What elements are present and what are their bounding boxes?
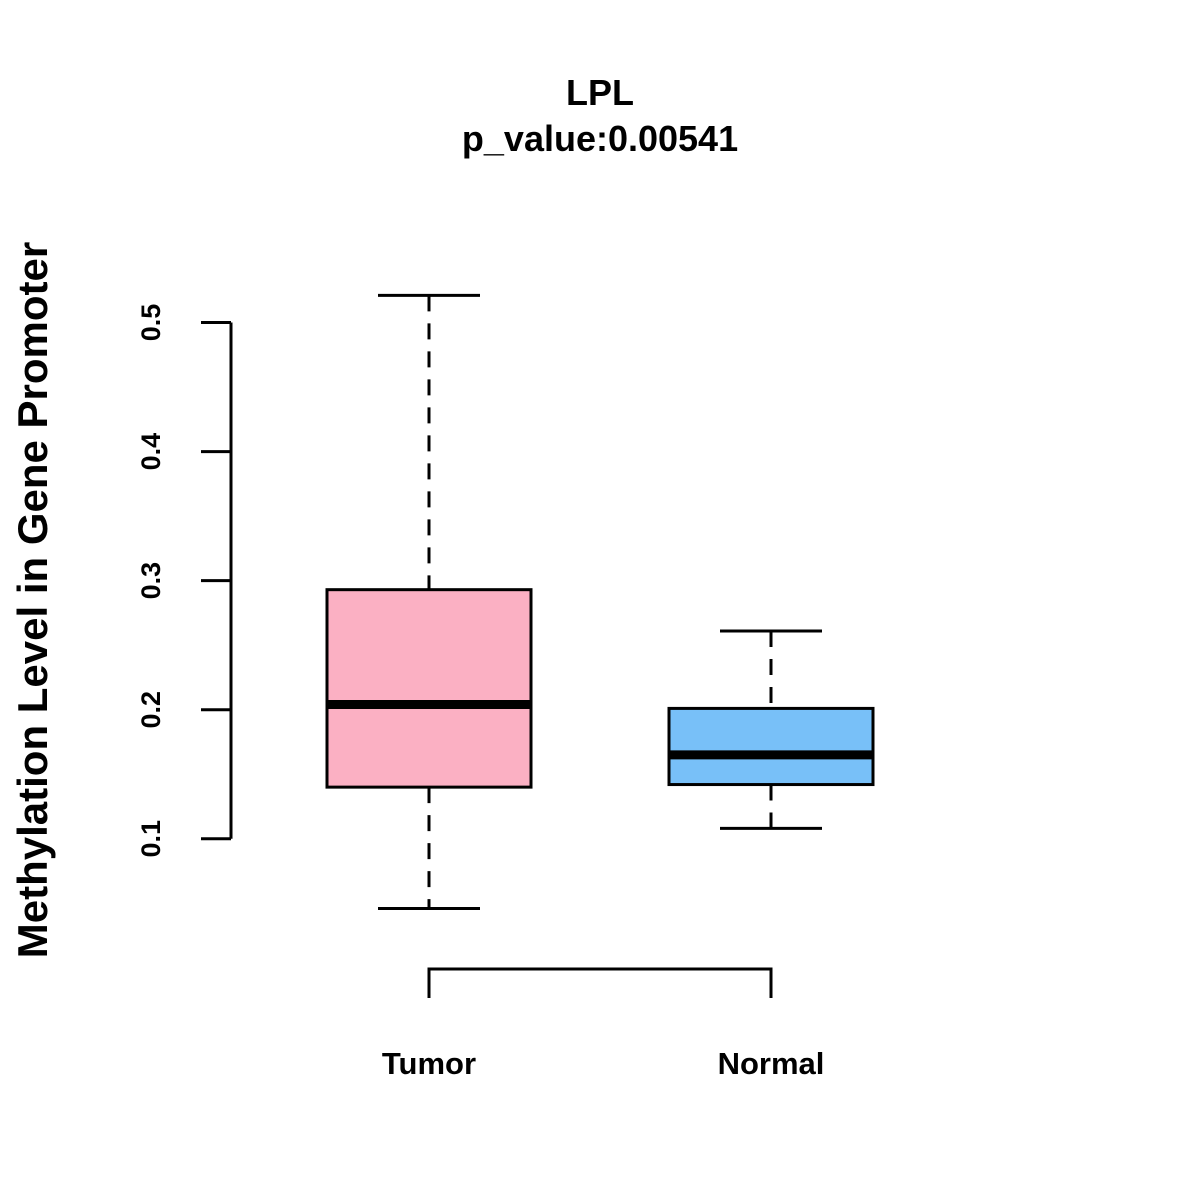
y-tick-label: 0.3 [136, 562, 166, 600]
y-tick-label: 0.5 [136, 304, 166, 342]
chart-title: LPL [566, 72, 634, 113]
boxes [325, 293, 875, 910]
comparison-bracket-group [427, 967, 773, 998]
x-category-label: Normal [718, 1046, 825, 1081]
box-group-normal [667, 629, 875, 830]
y-axis-label: Methylation Level in Gene Promoter [9, 242, 56, 958]
y-tick-label: 0.1 [136, 820, 166, 858]
box-iqr [325, 588, 533, 789]
y-tick-label: 0.2 [136, 691, 166, 729]
chart-subtitle: p_value:0.00541 [462, 118, 738, 159]
y-axis: 0.1 0.2 0.3 0.4 0.5 [136, 304, 233, 858]
y-tick-label: 0.4 [136, 433, 166, 471]
x-category-label: Tumor [382, 1046, 476, 1081]
box-iqr [667, 706, 875, 787]
comparison-bracket [427, 967, 773, 998]
category-labels: Tumor Normal [382, 1046, 824, 1081]
box-group-tumor [325, 293, 533, 910]
